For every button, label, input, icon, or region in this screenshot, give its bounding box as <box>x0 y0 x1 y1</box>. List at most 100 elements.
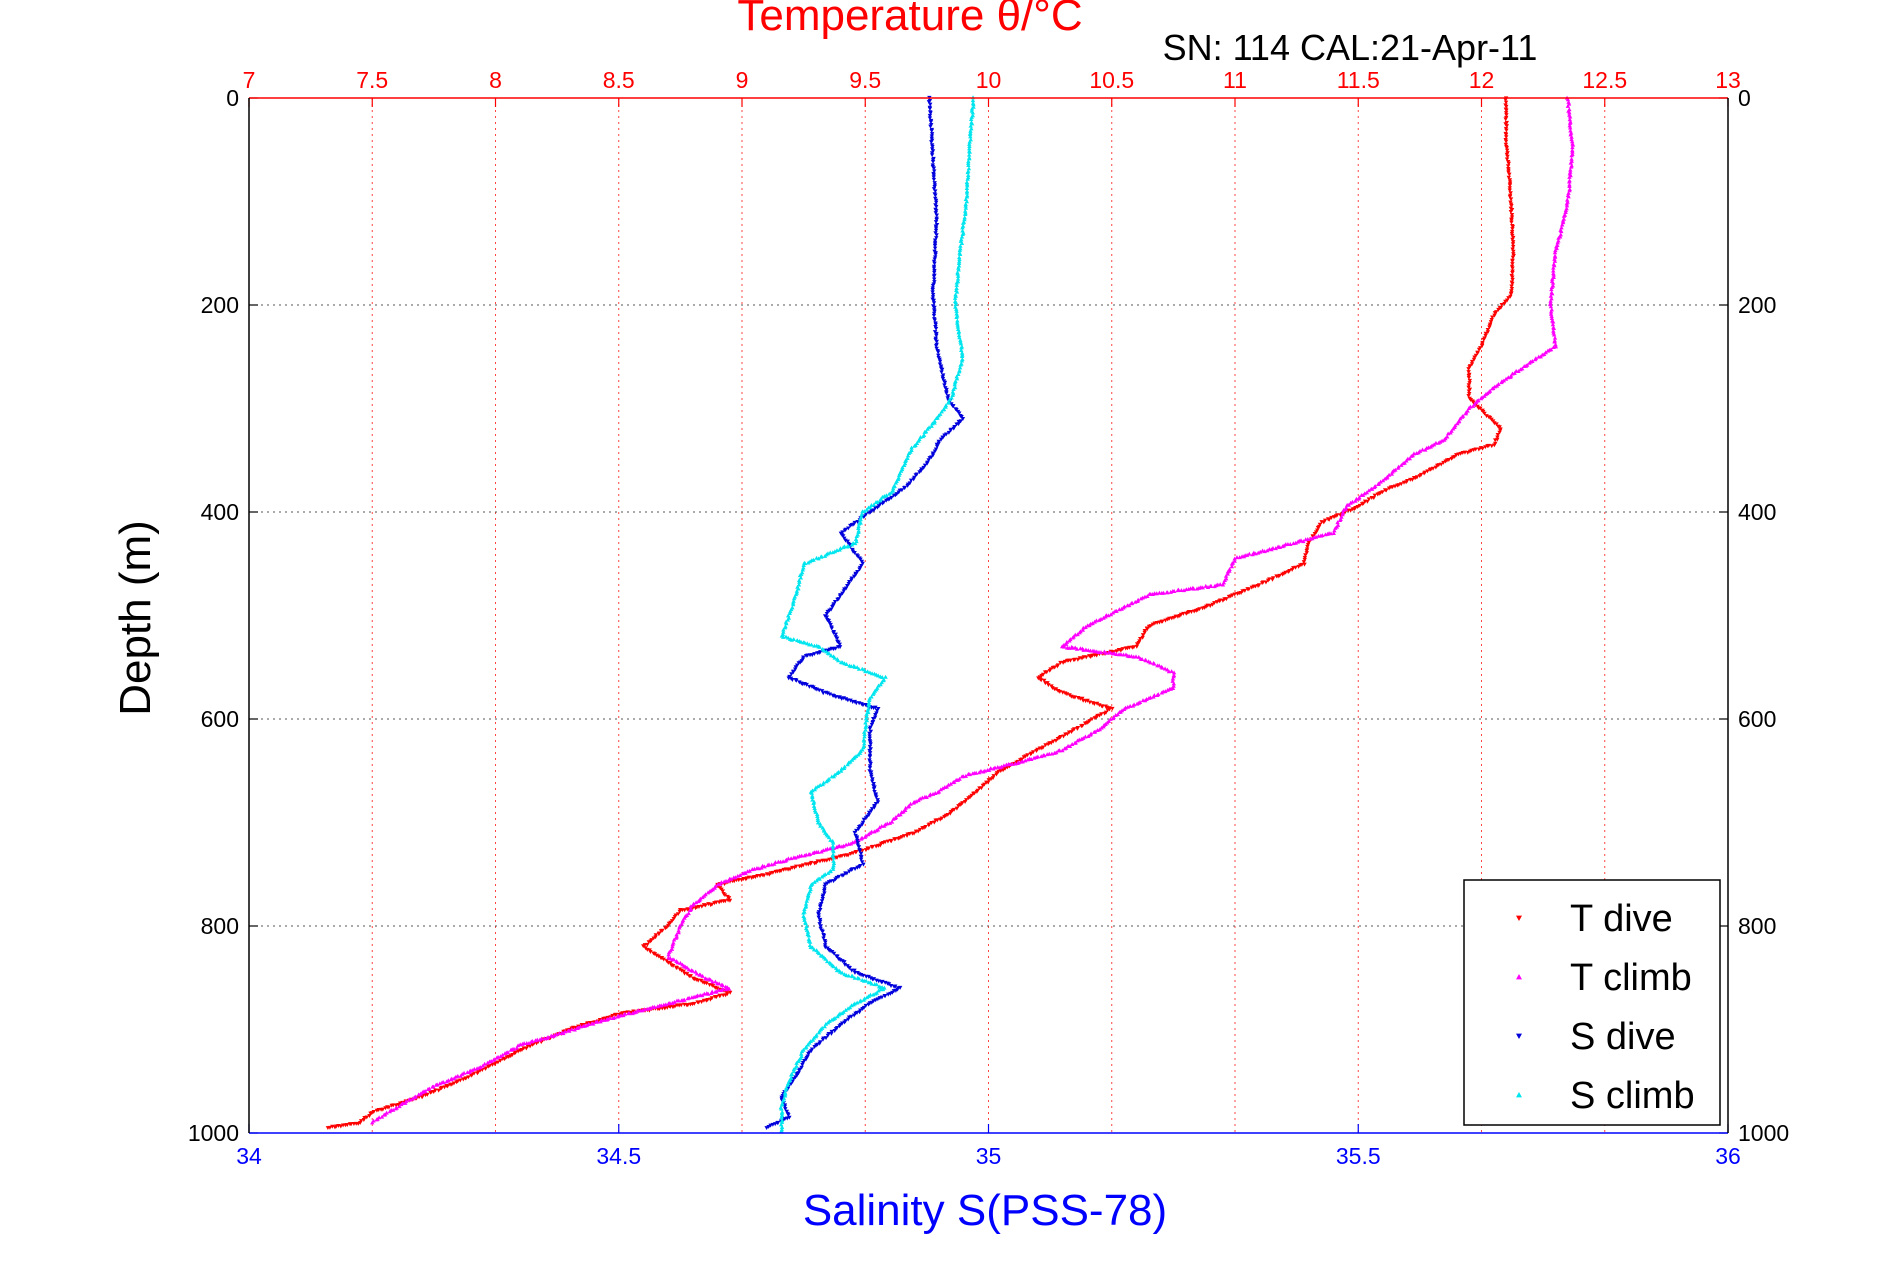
data-marker <box>610 1016 616 1020</box>
data-marker <box>937 357 942 362</box>
data-marker <box>1062 644 1067 649</box>
data-marker <box>820 896 825 901</box>
data-marker <box>500 1052 505 1057</box>
data-marker <box>706 902 711 907</box>
data-marker <box>847 542 852 547</box>
data-marker <box>859 855 864 860</box>
data-marker <box>1062 746 1067 751</box>
legend-marker <box>1516 974 1522 980</box>
data-marker <box>1433 465 1439 470</box>
data-marker <box>679 921 684 926</box>
data-marker <box>822 1024 827 1029</box>
data-marker <box>475 1071 480 1076</box>
data-marker <box>824 615 830 620</box>
data-marker <box>830 840 836 845</box>
data-marker <box>1509 231 1515 236</box>
data-marker <box>825 1033 831 1038</box>
data-marker <box>1331 531 1336 535</box>
data-marker <box>920 826 925 831</box>
data-marker <box>870 720 875 725</box>
data-marker <box>931 266 937 271</box>
data-marker <box>861 862 866 867</box>
data-marker <box>822 884 827 889</box>
data-marker <box>818 919 823 924</box>
data-marker <box>636 1008 641 1013</box>
salinity-tick-label: 34 <box>236 1143 262 1169</box>
data-marker <box>985 768 990 772</box>
data-marker <box>938 437 944 442</box>
data-marker <box>1551 330 1556 335</box>
data-marker <box>847 579 852 584</box>
data-marker <box>1226 594 1232 599</box>
data-marker <box>1564 203 1570 208</box>
data-marker <box>1110 610 1116 615</box>
data-marker <box>815 816 820 821</box>
data-marker <box>722 893 728 898</box>
data-marker <box>801 655 806 660</box>
data-marker <box>931 166 937 171</box>
data-marker <box>1507 188 1512 193</box>
data-marker <box>873 844 879 849</box>
data-marker <box>986 778 991 783</box>
data-marker <box>688 904 694 909</box>
data-marker <box>853 536 859 541</box>
data-marker <box>1567 174 1572 179</box>
data-marker <box>1038 678 1044 683</box>
data-marker <box>852 830 857 835</box>
data-marker <box>1380 478 1386 483</box>
data-marker <box>1173 614 1178 619</box>
data-marker <box>428 1090 433 1095</box>
data-marker <box>1565 197 1570 202</box>
data-marker <box>1548 302 1553 307</box>
data-marker <box>1569 134 1574 139</box>
legend-label: S climb <box>1570 1075 1695 1117</box>
data-marker <box>1509 215 1515 220</box>
data-marker <box>1108 612 1114 617</box>
data-marker <box>1553 248 1558 253</box>
data-marker <box>990 776 996 781</box>
data-marker <box>772 861 777 866</box>
data-marker <box>1510 255 1516 260</box>
data-marker <box>727 990 733 995</box>
data-marker <box>860 1007 865 1011</box>
data-marker <box>893 480 899 485</box>
data-marker <box>1510 242 1516 247</box>
data-marker <box>741 876 746 881</box>
data-marker <box>1510 225 1516 230</box>
data-marker <box>809 790 814 795</box>
data-marker <box>932 270 937 275</box>
data-marker <box>764 1126 769 1131</box>
data-marker <box>884 498 889 503</box>
data-marker <box>866 702 871 706</box>
data-marker <box>1508 191 1513 196</box>
data-marker <box>797 864 802 869</box>
data-marker <box>1388 485 1394 490</box>
data-marker <box>948 811 953 816</box>
data-marker <box>799 1049 805 1054</box>
data-marker <box>1308 536 1313 541</box>
data-marker <box>817 821 823 826</box>
data-marker <box>893 984 898 989</box>
data-marker <box>1280 572 1285 577</box>
data-marker <box>890 488 896 493</box>
data-marker <box>969 106 975 111</box>
data-marker <box>1565 97 1571 102</box>
data-marker <box>951 426 956 431</box>
temperature-tick-label: 9.5 <box>849 67 881 93</box>
data-marker <box>1359 492 1364 497</box>
data-marker <box>1564 201 1570 206</box>
data-marker <box>828 837 833 842</box>
data-marker <box>1319 520 1324 525</box>
data-marker <box>803 653 809 658</box>
data-marker <box>712 901 717 906</box>
data-marker <box>716 981 722 986</box>
data-marker <box>1485 327 1491 332</box>
data-marker <box>458 1073 463 1078</box>
data-marker <box>871 977 877 982</box>
data-marker <box>1545 348 1551 353</box>
data-marker <box>870 717 876 721</box>
data-marker <box>902 486 907 491</box>
legend-marker <box>1516 1092 1522 1098</box>
data-marker <box>932 318 937 323</box>
data-marker <box>502 1051 508 1056</box>
